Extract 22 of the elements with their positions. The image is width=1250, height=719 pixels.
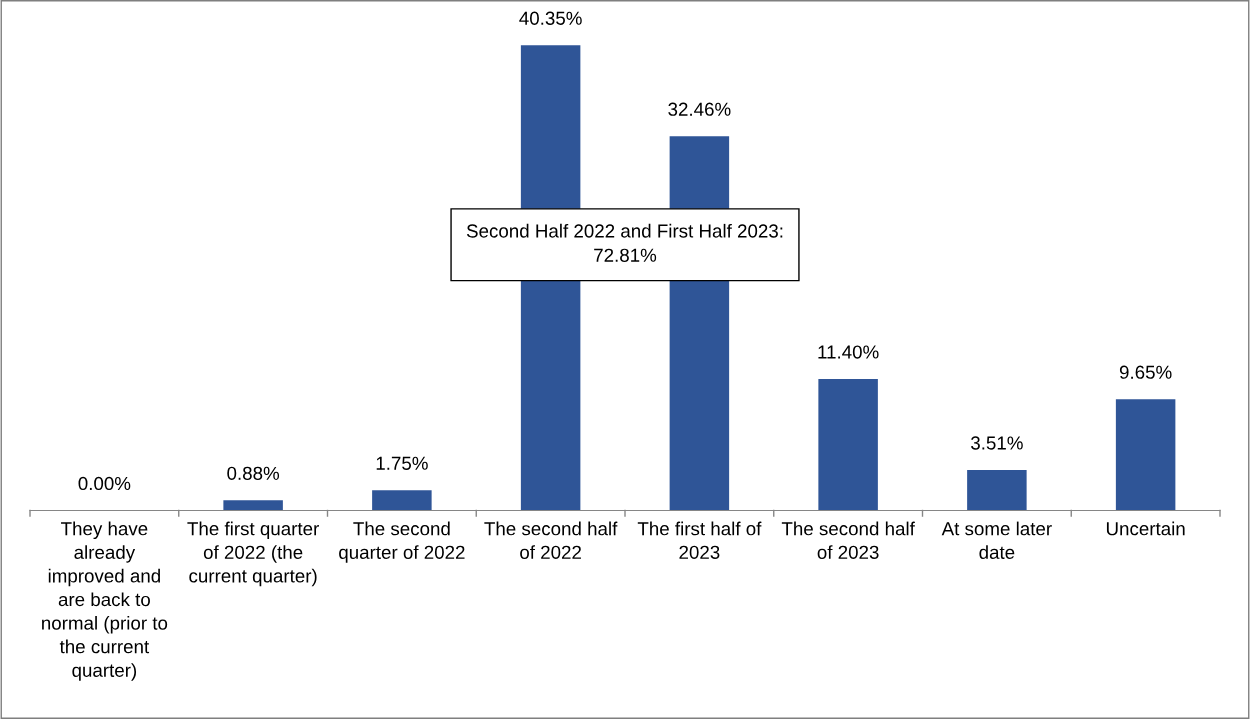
x-tick-label: They have already improved and are back to normal (prior to the current quarter) <box>42 521 168 681</box>
data-label: 32.46% <box>668 102 731 116</box>
bar <box>223 500 283 511</box>
bar <box>372 490 432 511</box>
data-label: 40.35% <box>519 11 582 25</box>
data-label: 3.51% <box>971 436 1023 450</box>
x-tick-label: The second half of 2022 <box>484 521 618 559</box>
bar <box>818 379 878 511</box>
x-tick-label: The second quarter of 2022 <box>339 521 465 563</box>
x-tick-label: At some later date <box>941 521 1052 559</box>
data-label: 0.00% <box>78 476 131 491</box>
x-tick-label: Uncertain <box>1106 521 1185 536</box>
data-label: 11.40% <box>818 345 879 359</box>
x-tick-label: The first quarter of 2022 (the current quarter) <box>187 521 319 587</box>
x-tick-label: The first half of 2023 <box>637 521 762 559</box>
x-tick-label: The second half of 2023 <box>781 521 915 559</box>
bar <box>1115 399 1176 511</box>
bar <box>967 470 1027 511</box>
data-label: 0.88% <box>227 466 280 480</box>
annotation: Second Half 2022 and First Half 2023: 72.81% <box>466 223 783 262</box>
data-label: 1.75% <box>376 456 428 470</box>
data-label: 9.65% <box>1119 365 1172 379</box>
